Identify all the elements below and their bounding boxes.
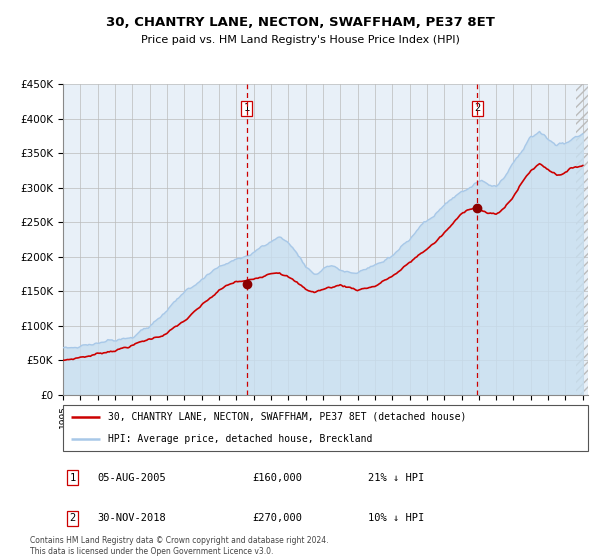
Text: 1: 1 bbox=[70, 473, 76, 483]
Text: 21% ↓ HPI: 21% ↓ HPI bbox=[367, 473, 424, 483]
Text: Price paid vs. HM Land Registry's House Price Index (HPI): Price paid vs. HM Land Registry's House … bbox=[140, 35, 460, 45]
Text: 2: 2 bbox=[70, 514, 76, 524]
Text: 30-NOV-2018: 30-NOV-2018 bbox=[97, 514, 166, 524]
Text: 30, CHANTRY LANE, NECTON, SWAFFHAM, PE37 8ET (detached house): 30, CHANTRY LANE, NECTON, SWAFFHAM, PE37… bbox=[107, 412, 466, 422]
Text: 30, CHANTRY LANE, NECTON, SWAFFHAM, PE37 8ET: 30, CHANTRY LANE, NECTON, SWAFFHAM, PE37… bbox=[106, 16, 494, 29]
Text: HPI: Average price, detached house, Breckland: HPI: Average price, detached house, Brec… bbox=[107, 434, 372, 444]
Text: £270,000: £270,000 bbox=[252, 514, 302, 524]
Text: 05-AUG-2005: 05-AUG-2005 bbox=[97, 473, 166, 483]
Text: 10% ↓ HPI: 10% ↓ HPI bbox=[367, 514, 424, 524]
Text: 1: 1 bbox=[244, 103, 250, 113]
Text: £160,000: £160,000 bbox=[252, 473, 302, 483]
Text: Contains HM Land Registry data © Crown copyright and database right 2024.
This d: Contains HM Land Registry data © Crown c… bbox=[30, 536, 329, 556]
Text: 2: 2 bbox=[475, 103, 481, 113]
